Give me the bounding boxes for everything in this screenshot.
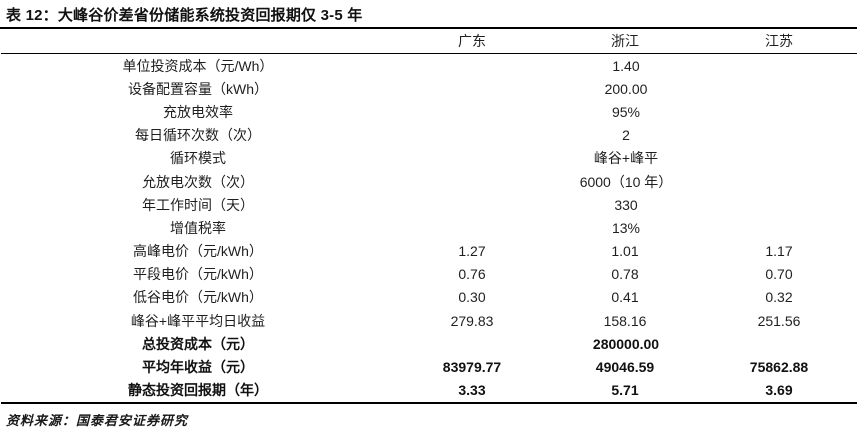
row-label: 增值税率	[170, 219, 226, 236]
merged-value-cell: 280000.00	[592, 335, 660, 352]
source-note: 资料来源：国泰君安证券研究	[6, 413, 189, 429]
table-row: 单位投资成本（元/Wh） 1.40	[1, 54, 857, 78]
value-cell: 0.32	[765, 289, 793, 306]
table-row: 平均年收益（元） 83979.77 49046.59 75862.88	[1, 355, 857, 378]
value-cell: 158.16	[603, 312, 647, 329]
header-empty-cell	[1, 29, 395, 54]
merged-value-cell: 2	[622, 127, 630, 144]
value-cell: 251.56	[757, 312, 801, 329]
value-cell: 0.70	[765, 266, 793, 283]
value-cell: 83979.77	[442, 359, 502, 376]
row-label: 年工作时间（天）	[142, 196, 254, 213]
value-cell: 0.78	[611, 266, 639, 283]
row-label: 每日循环次数（次）	[135, 127, 261, 144]
value-cell: 3.33	[458, 382, 486, 399]
row-label: 允放电次数（次）	[142, 173, 254, 190]
table-row: 年工作时间（天） 330	[1, 193, 857, 216]
row-label: 设备配置容量（kWh）	[128, 80, 268, 97]
table-row: 平段电价（元/kWh） 0.76 0.78 0.70	[1, 263, 857, 286]
row-label: 循环模式	[170, 150, 226, 167]
value-cell: 1.17	[765, 243, 793, 260]
merged-value-cell: 200.00	[604, 80, 648, 97]
table-row: 静态投资回报期（年） 3.33 5.71 3.69	[1, 379, 857, 403]
row-label: 单位投资成本（元/Wh）	[122, 57, 274, 74]
table-row: 峰谷+峰平平均日收益 279.83 158.16 251.56	[1, 309, 857, 332]
table-row: 总投资成本（元） 280000.00	[1, 332, 857, 355]
value-cell: 0.41	[611, 289, 639, 306]
value-cell: 3.69	[765, 382, 793, 399]
value-cell: 279.83	[450, 312, 494, 329]
merged-value-cell: 13%	[611, 219, 641, 236]
row-label: 总投资成本（元）	[142, 335, 254, 352]
table-row: 循环模式 峰谷+峰平	[1, 147, 857, 170]
value-cell: 1.27	[458, 243, 486, 260]
table-row: 设备配置容量（kWh） 200.00	[1, 77, 857, 100]
row-label: 低谷电价（元/kWh）	[133, 289, 263, 306]
table-body: 单位投资成本（元/Wh） 1.40 设备配置容量（kWh） 200.00 充放电效率 95…	[1, 54, 857, 403]
table-title: 表 12：大峰谷价差省份储能系统投资回报期仅 3-5 年	[0, 0, 857, 29]
merged-value-cell: 峰谷+峰平	[593, 150, 659, 167]
column-header-zhejiang: 浙江	[549, 29, 701, 54]
value-cell: 49046.59	[595, 359, 655, 376]
row-label: 静态投资回报期（年）	[128, 382, 268, 399]
table-row: 充放电效率 95%	[1, 100, 857, 123]
table-row: 增值税率 13%	[1, 216, 857, 239]
row-label: 平均年收益（元）	[142, 359, 254, 376]
row-label: 充放电效率	[163, 103, 233, 120]
value-cell: 75862.88	[749, 359, 809, 376]
merged-value-cell: 330	[614, 196, 638, 213]
value-cell: 5.71	[611, 382, 639, 399]
merged-value-cell: 1.40	[612, 57, 640, 74]
row-label: 峰谷+峰平平均日收益	[130, 312, 266, 329]
value-cell: 0.76	[458, 266, 486, 283]
merged-value-cell: 95%	[611, 103, 641, 120]
merged-value-cell: 6000（10 年）	[579, 173, 673, 190]
row-label: 高峰电价（元/kWh）	[133, 243, 263, 260]
column-header-jiangsu: 江苏	[701, 29, 857, 54]
table-row: 允放电次数（次） 6000（10 年）	[1, 170, 857, 193]
value-cell: 0.30	[458, 289, 486, 306]
value-cell: 1.01	[611, 243, 639, 260]
header-row: 广东 浙江 江苏	[1, 29, 857, 54]
column-header-guangdong: 广东	[395, 29, 549, 54]
table-row: 低谷电价（元/kWh） 0.30 0.41 0.32	[1, 286, 857, 309]
data-table: 广东 浙江 江苏 单位投资成本（元/Wh） 1.40 设备配置容量（kWh） 200.…	[1, 29, 857, 404]
table-row: 高峰电价（元/kWh） 1.27 1.01 1.17	[1, 240, 857, 263]
table-row: 每日循环次数（次） 2	[1, 124, 857, 147]
row-label: 平段电价（元/kWh）	[133, 266, 263, 283]
